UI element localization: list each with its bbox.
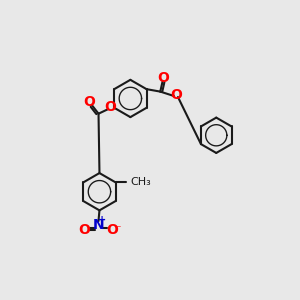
Text: ⁻: ⁻ <box>114 224 120 236</box>
Text: CH₃: CH₃ <box>130 177 151 188</box>
Text: O: O <box>78 223 90 237</box>
Text: N: N <box>93 218 104 232</box>
Text: O: O <box>83 95 95 109</box>
Text: O: O <box>104 100 116 114</box>
Text: O: O <box>157 71 169 85</box>
Text: +: + <box>98 215 106 225</box>
Text: O: O <box>170 88 182 102</box>
Text: O: O <box>106 223 118 237</box>
